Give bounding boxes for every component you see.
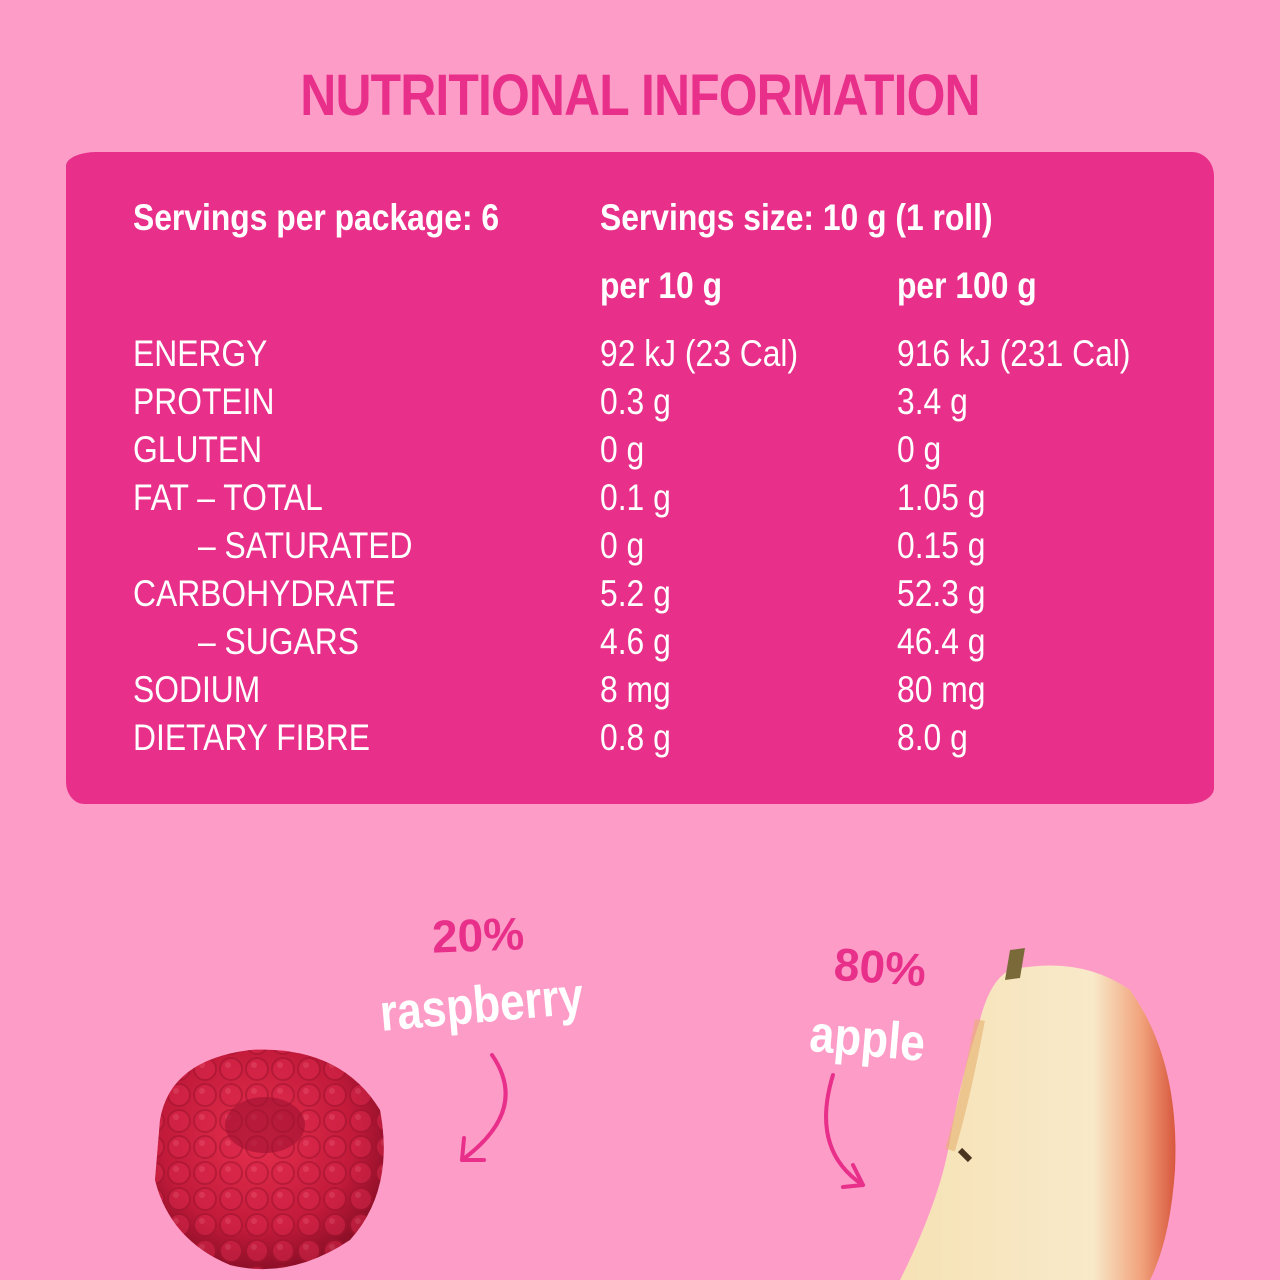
row-value-per-100g: 916 kJ (231 Cal) <box>897 333 1131 374</box>
row-value-per-10g: 92 kJ (23 Cal) <box>600 333 799 374</box>
row-value-per-10g: 0 g <box>600 429 645 470</box>
raspberry-label: raspberry <box>377 967 586 1043</box>
serving-size: Servings size: 10 g (1 roll) <box>600 197 993 238</box>
row-value-per-100g: 80 mg <box>897 669 986 710</box>
row-value-per-100g: 8.0 g <box>897 717 968 758</box>
row-label: DIETARY FIBRE <box>133 717 370 758</box>
row-value-per-100g: 52.3 g <box>897 573 986 614</box>
column-header-per-100g: per 100 g <box>897 265 1037 306</box>
row-value-per-100g: 0 g <box>897 429 942 470</box>
raspberry-arrow-icon <box>460 1053 508 1162</box>
row-value-per-10g: 0.1 g <box>600 477 671 518</box>
row-value-per-10g: 0.8 g <box>600 717 671 758</box>
servings-per-package: Servings per package: 6 <box>133 197 500 238</box>
row-label: PROTEIN <box>133 381 275 422</box>
row-value-per-10g: 4.6 g <box>600 621 671 662</box>
row-value-per-10g: 8 mg <box>600 669 671 710</box>
row-value-per-100g: 46.4 g <box>897 621 986 662</box>
apple-percent: 80% <box>832 937 928 997</box>
row-value-per-10g: 0.3 g <box>600 381 671 422</box>
row-value-per-10g: 5.2 g <box>600 573 671 614</box>
page-title-text: NUTRITIONAL INFORMATION <box>300 63 980 128</box>
apple-label: apple <box>807 1005 928 1073</box>
page-title: NUTRITIONAL INFORMATION <box>0 62 1280 129</box>
row-label: FAT – TOTAL <box>133 477 323 518</box>
column-header-per-10g: per 10 g <box>600 265 723 306</box>
apple-arrow-icon <box>824 1073 865 1189</box>
raspberry-image <box>155 1049 384 1270</box>
row-value-per-10g: 0 g <box>600 525 645 566</box>
row-value-per-100g: 1.05 g <box>897 477 986 518</box>
apple-slice-image <box>900 948 1176 1280</box>
row-label: CARBOHYDRATE <box>133 573 396 614</box>
row-label: ENERGY <box>133 333 268 374</box>
row-label: SODIUM <box>133 669 261 710</box>
row-label: – SATURATED <box>198 525 413 566</box>
row-label: GLUTEN <box>133 429 263 470</box>
nutrition-panel <box>66 152 1214 804</box>
row-value-per-100g: 0.15 g <box>897 525 986 566</box>
raspberry-percent: 20% <box>431 907 525 963</box>
row-value-per-100g: 3.4 g <box>897 381 968 422</box>
row-label: – SUGARS <box>198 621 359 662</box>
